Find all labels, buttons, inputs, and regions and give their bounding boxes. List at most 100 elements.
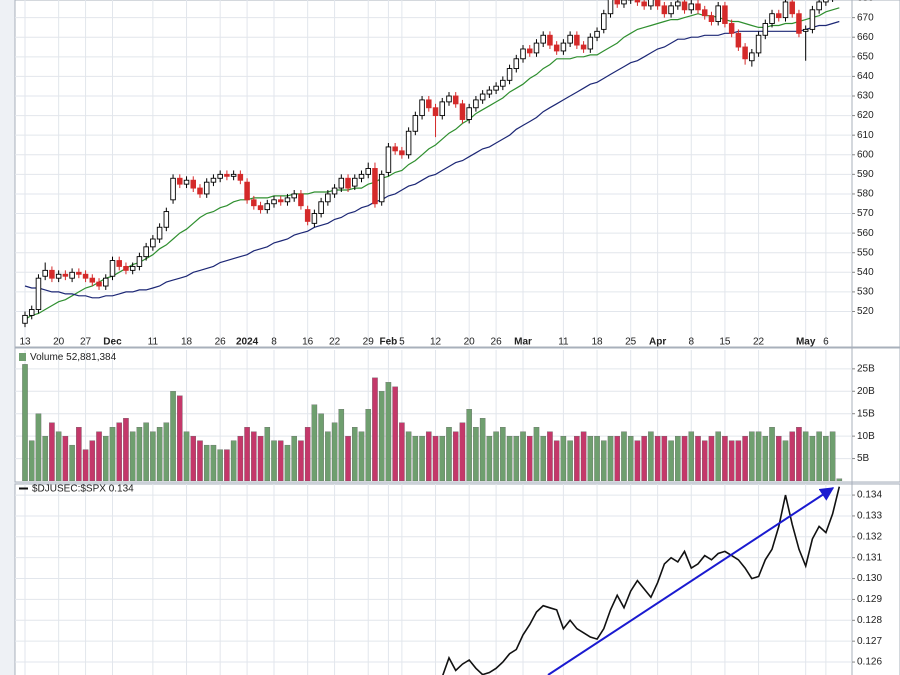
candle-body — [446, 95, 452, 103]
candle-body — [298, 193, 304, 207]
volume-bar — [230, 440, 237, 481]
candle-body — [311, 213, 318, 224]
candle-body — [755, 34, 762, 54]
candle-body — [574, 34, 580, 46]
volume-bar — [446, 427, 452, 481]
y-tick-label: 610 — [857, 130, 874, 141]
volume-bar — [607, 435, 614, 481]
y-tick-label: 620 — [857, 110, 874, 121]
volume-bar — [708, 435, 715, 481]
candle-body — [567, 34, 573, 44]
candle-body — [722, 5, 728, 24]
candle-body — [439, 101, 446, 117]
x-tick-label: 20 — [464, 337, 476, 348]
volume-bar — [224, 449, 230, 481]
candle-body — [210, 177, 217, 183]
y-tick-label: 15B — [857, 408, 875, 419]
volume-bar — [668, 440, 674, 481]
x-tick-label: 12 — [430, 337, 442, 348]
candle-body — [607, 0, 614, 15]
x-tick-label: 11 — [558, 337, 569, 348]
candle-body — [325, 193, 331, 203]
y-tick-label: 0.133 — [857, 511, 882, 522]
candle-body — [358, 173, 365, 179]
x-tick-label: Dec — [103, 337, 122, 348]
candle-body — [432, 107, 439, 117]
volume-bar — [129, 431, 136, 481]
volume-bar — [190, 435, 196, 481]
candle-body — [163, 211, 170, 228]
candle-body — [749, 52, 755, 62]
candle-body — [237, 173, 244, 181]
x-tick-label: 18 — [591, 337, 603, 348]
x-tick-label: 6 — [823, 337, 829, 348]
candle-body — [156, 226, 163, 240]
volume-bar — [109, 427, 116, 481]
volume-bar — [291, 435, 297, 481]
candle-body — [89, 277, 96, 283]
volume-bar — [809, 435, 816, 481]
volume-bar — [789, 431, 795, 481]
volume-bar — [527, 435, 533, 481]
candle-body — [614, 0, 620, 5]
candle-body — [486, 89, 493, 95]
volume-bar — [796, 427, 802, 481]
candle-body — [103, 277, 109, 287]
volume-bar — [513, 435, 520, 481]
volume-bar — [816, 431, 822, 481]
candle-body — [500, 79, 506, 87]
candle-body — [701, 9, 708, 17]
volume-bar — [96, 431, 102, 481]
volume-bar — [520, 431, 526, 481]
volume-bar — [836, 478, 843, 481]
candle-body — [345, 177, 351, 189]
x-tick-label: 29 — [363, 337, 375, 348]
candle-body — [762, 23, 769, 36]
volume-bar — [412, 435, 419, 481]
candle-body — [459, 103, 466, 120]
y-tick-label: 0.127 — [857, 636, 882, 647]
candle-body — [277, 199, 284, 203]
volume-bar — [742, 435, 748, 481]
candle-body — [35, 277, 42, 310]
candle-body — [244, 181, 250, 201]
candle-body — [338, 177, 345, 189]
candle-body — [392, 146, 398, 152]
volume-bar — [251, 431, 257, 481]
y-tick-label: 0.130 — [857, 573, 882, 584]
candle-body — [654, 0, 661, 7]
volume-bar — [35, 413, 42, 481]
y-tick-label: 570 — [857, 208, 874, 219]
candle-body — [399, 150, 405, 156]
x-tick-label: 22 — [753, 337, 765, 348]
candle-body — [271, 199, 277, 205]
line — [24, 20, 840, 299]
ratio-title: $DJUSEC:$SPX 0.134 — [32, 484, 134, 495]
volume-bar — [755, 431, 762, 481]
volume-bar — [580, 431, 587, 481]
candle-body — [675, 1, 681, 7]
volume-bar — [136, 427, 143, 481]
x-tick-label: 26 — [491, 337, 503, 348]
candle-body — [641, 1, 647, 7]
volume-bar — [614, 435, 620, 481]
volume-bar — [42, 435, 48, 481]
candle-body — [224, 173, 230, 177]
volume-bar — [123, 418, 129, 481]
x-tick-label: 15 — [719, 337, 731, 348]
y-tick-label: 660 — [857, 32, 874, 43]
x-tick-label: 25 — [625, 337, 637, 348]
candle-body — [708, 15, 715, 22]
volume-bar — [782, 440, 789, 481]
volume-bar — [493, 431, 499, 481]
volume-bar — [69, 444, 75, 481]
candle-body — [55, 273, 62, 279]
price-panel — [14, 0, 900, 348]
candle-body — [479, 93, 486, 101]
y-tick-label: 590 — [857, 169, 874, 180]
x-tick-label: 27 — [80, 337, 92, 348]
candle-body — [473, 99, 479, 109]
volume-bar — [284, 444, 291, 481]
candle-body — [378, 173, 385, 203]
